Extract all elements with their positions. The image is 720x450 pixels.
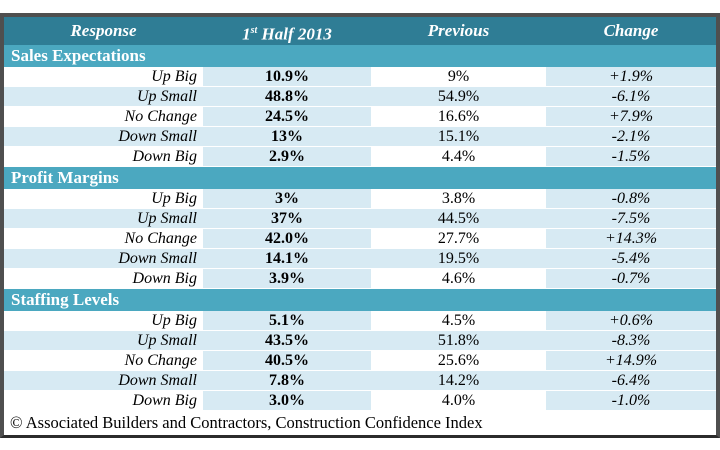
half-2013-cell: 13% (203, 127, 371, 147)
previous-cell: 4.6% (371, 269, 546, 289)
column-header-first-half-2013: 1st Half 2013 (203, 17, 371, 45)
source-attribution: © Associated Builders and Contractors, C… (4, 411, 716, 435)
response-cell: No Change (4, 351, 203, 371)
change-cell: +14.9% (546, 351, 716, 371)
previous-cell: 25.6% (371, 351, 546, 371)
header-half-num: 1 (242, 24, 251, 44)
half-2013-cell: 3.9% (203, 269, 371, 289)
change-cell: -5.4% (546, 249, 716, 269)
response-cell: Down Small (4, 249, 203, 269)
half-2013-cell: 48.8% (203, 87, 371, 107)
section-header-staffing-levels: Staffing Levels (4, 289, 716, 311)
change-cell: -0.8% (546, 189, 716, 209)
response-cell: Up Small (4, 209, 203, 229)
section-header-sales-expectations: Sales Expectations (4, 45, 716, 67)
previous-cell: 3.8% (371, 189, 546, 209)
change-cell: -8.3% (546, 331, 716, 351)
half-2013-cell: 14.1% (203, 249, 371, 269)
previous-cell: 27.7% (371, 229, 546, 249)
response-cell: No Change (4, 229, 203, 249)
change-cell: -1.5% (546, 147, 716, 167)
previous-cell: 15.1% (371, 127, 546, 147)
half-2013-cell: 3.0% (203, 391, 371, 411)
response-cell: Down Big (4, 391, 203, 411)
half-2013-cell: 37% (203, 209, 371, 229)
table-row: Down Small 7.8% 14.2% -6.4% (4, 371, 716, 391)
half-2013-cell: 2.9% (203, 147, 371, 167)
change-cell: -7.5% (546, 209, 716, 229)
column-header-response: Response (70, 21, 137, 40)
table-row: Up Big 10.9% 9% +1.9% (4, 67, 716, 87)
table-header-row: Response 1st Half 2013 Previous Change (4, 17, 716, 45)
change-cell: -6.1% (546, 87, 716, 107)
table-row: Down Small 14.1% 19.5% -5.4% (4, 249, 716, 269)
response-cell: Down Big (4, 269, 203, 289)
previous-cell: 14.2% (371, 371, 546, 391)
table-row: Up Small 37% 44.5% -7.5% (4, 209, 716, 229)
previous-cell: 16.6% (371, 107, 546, 127)
previous-cell: 19.5% (371, 249, 546, 269)
table-row: Up Big 5.1% 4.5% +0.6% (4, 311, 716, 331)
column-header-change: Change (603, 21, 659, 40)
table-row: Up Small 48.8% 54.9% -6.1% (4, 87, 716, 107)
table-row: No Change 24.5% 16.6% +7.9% (4, 107, 716, 127)
table-row: Up Small 43.5% 51.8% -8.3% (4, 331, 716, 351)
previous-cell: 4.0% (371, 391, 546, 411)
previous-cell: 51.8% (371, 331, 546, 351)
header-half-ordinal: st (250, 25, 258, 36)
table-row: Up Big 3% 3.8% -0.8% (4, 189, 716, 209)
half-2013-cell: 24.5% (203, 107, 371, 127)
table-row: Down Small 13% 15.1% -2.1% (4, 127, 716, 147)
half-2013-cell: 43.5% (203, 331, 371, 351)
previous-cell: 44.5% (371, 209, 546, 229)
half-2013-cell: 7.8% (203, 371, 371, 391)
confidence-index-table: Response 1st Half 2013 Previous Change S… (0, 13, 720, 438)
table-row: Down Big 3.0% 4.0% -1.0% (4, 391, 716, 411)
response-cell: Up Big (4, 67, 203, 87)
table-row: Down Big 2.9% 4.4% -1.5% (4, 147, 716, 167)
change-cell: +1.9% (546, 67, 716, 87)
previous-cell: 9% (371, 67, 546, 87)
change-cell: -6.4% (546, 371, 716, 391)
half-2013-cell: 42.0% (203, 229, 371, 249)
response-cell: Down Small (4, 127, 203, 147)
response-cell: Down Small (4, 371, 203, 391)
change-cell: +0.6% (546, 311, 716, 331)
response-cell: Up Big (4, 189, 203, 209)
table-row: No Change 40.5% 25.6% +14.9% (4, 351, 716, 371)
column-header-previous: Previous (427, 21, 490, 40)
response-cell: Up Small (4, 87, 203, 107)
header-half-rest: Half 2013 (257, 24, 332, 44)
response-cell: Up Big (4, 311, 203, 331)
response-cell: No Change (4, 107, 203, 127)
change-cell: -0.7% (546, 269, 716, 289)
change-cell: -2.1% (546, 127, 716, 147)
change-cell: +14.3% (546, 229, 716, 249)
change-cell: -1.0% (546, 391, 716, 411)
previous-cell: 4.4% (371, 147, 546, 167)
response-cell: Down Big (4, 147, 203, 167)
response-cell: Up Small (4, 331, 203, 351)
half-2013-cell: 5.1% (203, 311, 371, 331)
previous-cell: 4.5% (371, 311, 546, 331)
previous-cell: 54.9% (371, 87, 546, 107)
table-row: No Change 42.0% 27.7% +14.3% (4, 229, 716, 249)
change-cell: +7.9% (546, 107, 716, 127)
half-2013-cell: 3% (203, 189, 371, 209)
table-row: Down Big 3.9% 4.6% -0.7% (4, 269, 716, 289)
half-2013-cell: 10.9% (203, 67, 371, 87)
half-2013-cell: 40.5% (203, 351, 371, 371)
section-header-profit-margins: Profit Margins (4, 167, 716, 189)
